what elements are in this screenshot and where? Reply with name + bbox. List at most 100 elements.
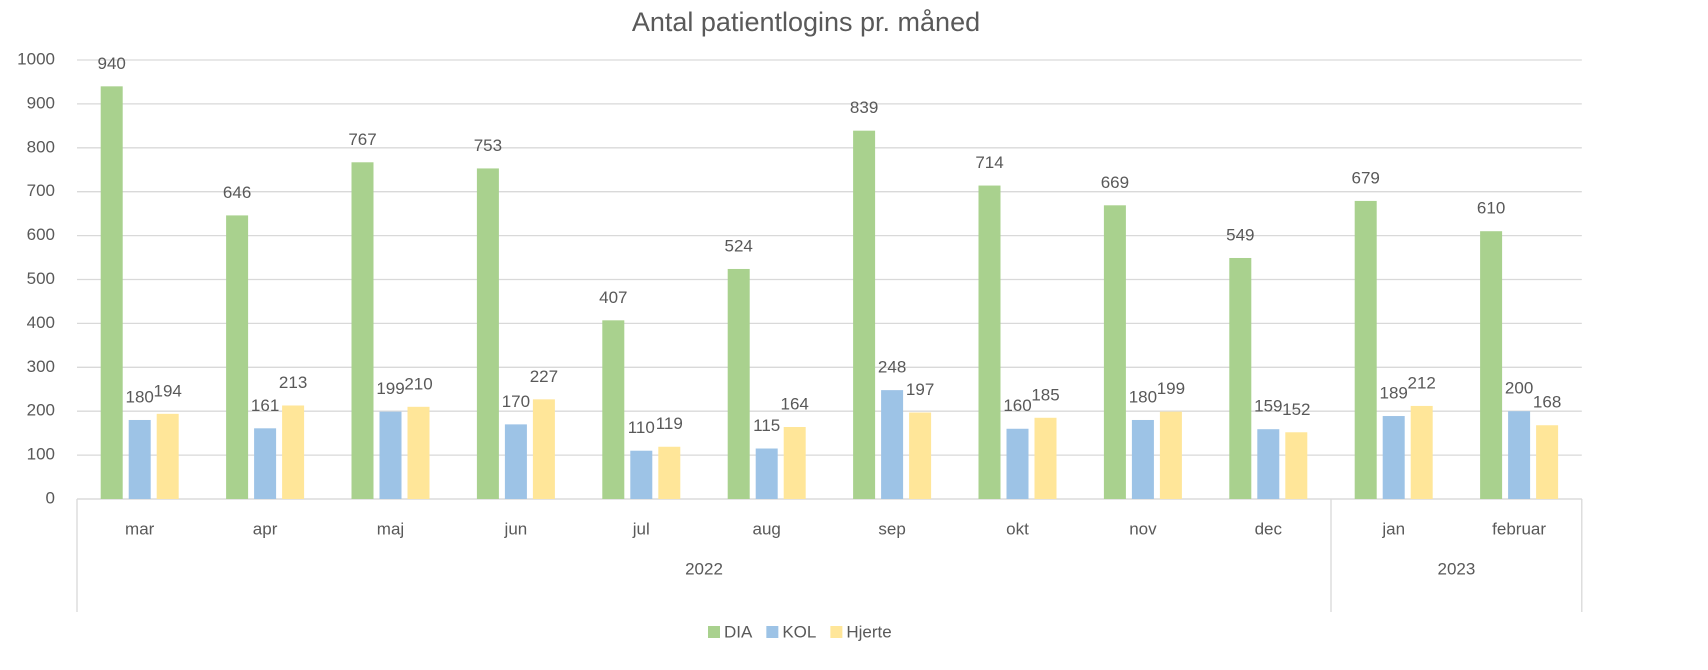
data-label: 180 — [126, 387, 154, 406]
bar — [658, 446, 681, 499]
x-group-label: 2023 — [1437, 559, 1475, 578]
x-tick-label: jan — [1381, 519, 1405, 538]
data-label: 168 — [1533, 393, 1561, 412]
legend-label: KOL — [782, 622, 816, 641]
y-tick-label: 100 — [27, 445, 55, 464]
data-label: 549 — [1226, 225, 1254, 244]
data-label: 164 — [781, 394, 809, 413]
data-label: 194 — [154, 381, 182, 400]
chart-title: Antal patientlogins pr. måned — [632, 7, 980, 37]
data-label: 839 — [850, 98, 878, 117]
bar — [128, 419, 151, 499]
data-label: 679 — [1352, 168, 1380, 187]
bar — [100, 86, 123, 499]
data-label: 407 — [599, 288, 627, 307]
data-label: 185 — [1031, 385, 1059, 404]
bar — [727, 268, 750, 499]
data-label: 212 — [1408, 373, 1436, 392]
data-label: 119 — [656, 414, 683, 433]
data-label: 753 — [474, 136, 502, 155]
data-label: 248 — [878, 358, 906, 377]
bar — [476, 168, 499, 500]
bar — [407, 406, 430, 499]
x-tick-label: apr — [253, 519, 278, 538]
data-label: 199 — [376, 379, 404, 398]
data-label: 161 — [251, 396, 279, 415]
y-tick-label: 500 — [27, 269, 55, 288]
legend-label: Hjerte — [846, 622, 891, 641]
data-label: 110 — [628, 418, 655, 437]
data-label: 213 — [279, 373, 307, 392]
bar — [1508, 411, 1531, 499]
data-label: 115 — [753, 416, 780, 435]
x-tick-label: jul — [632, 519, 650, 538]
bar — [881, 390, 904, 499]
data-label: 152 — [1282, 400, 1310, 419]
y-tick-label: 0 — [46, 488, 55, 507]
x-tick-label: dec — [1255, 519, 1283, 538]
data-label: 189 — [1380, 384, 1408, 403]
x-tick-label: jun — [504, 519, 528, 538]
y-tick-label: 200 — [27, 401, 55, 420]
bar — [1257, 429, 1280, 499]
y-tick-label: 700 — [27, 181, 55, 200]
bar — [853, 130, 876, 499]
data-label: 714 — [975, 153, 1003, 172]
bar — [1034, 417, 1057, 499]
bar — [1131, 419, 1154, 499]
bar — [1410, 405, 1433, 499]
data-label: 159 — [1254, 397, 1282, 416]
legend-label: DIA — [724, 622, 753, 641]
bar — [1480, 231, 1503, 499]
x-tick-label: okt — [1006, 519, 1029, 538]
bar — [254, 428, 277, 499]
x-tick-label: aug — [753, 519, 781, 538]
data-label: 160 — [1003, 396, 1031, 415]
x-tick-label: mar — [125, 519, 155, 538]
data-label: 170 — [502, 392, 530, 411]
bar — [156, 413, 179, 499]
bar — [1159, 411, 1182, 499]
y-tick-label: 400 — [27, 313, 55, 332]
data-label: 610 — [1477, 199, 1505, 218]
bar — [755, 448, 778, 499]
data-label: 227 — [530, 367, 558, 386]
bar — [1103, 205, 1126, 499]
data-label: 669 — [1101, 173, 1129, 192]
y-tick-label: 900 — [27, 93, 55, 112]
bar — [1354, 200, 1377, 499]
y-tick-label: 800 — [27, 137, 55, 156]
bar — [1536, 425, 1559, 499]
data-label: 180 — [1129, 387, 1157, 406]
bar — [379, 411, 402, 499]
y-tick-label: 600 — [27, 225, 55, 244]
legend-swatch — [830, 626, 843, 638]
bar — [909, 412, 932, 499]
y-tick-label: 1000 — [17, 49, 55, 68]
data-label: 767 — [348, 130, 376, 149]
bar — [602, 320, 625, 499]
data-label: 210 — [404, 374, 432, 393]
data-label: 197 — [906, 380, 934, 399]
x-tick-label: maj — [377, 519, 404, 538]
bar — [1229, 257, 1252, 499]
x-group-label: 2022 — [685, 559, 723, 578]
x-tick-label: nov — [1129, 519, 1157, 538]
legend-swatch — [766, 626, 779, 638]
data-label: 646 — [223, 183, 251, 202]
bar — [282, 405, 305, 499]
bar — [1285, 432, 1308, 499]
data-label: 200 — [1505, 379, 1533, 398]
bar — [226, 215, 249, 499]
x-tick-label: sep — [878, 519, 905, 538]
bar — [1006, 428, 1029, 499]
data-label: 524 — [725, 236, 753, 255]
data-label: 940 — [98, 54, 126, 73]
bar — [978, 185, 1001, 499]
bar — [351, 162, 374, 500]
bar — [1382, 416, 1405, 499]
x-tick-label: februar — [1492, 519, 1546, 538]
bar — [504, 424, 527, 499]
y-tick-label: 300 — [27, 357, 55, 376]
